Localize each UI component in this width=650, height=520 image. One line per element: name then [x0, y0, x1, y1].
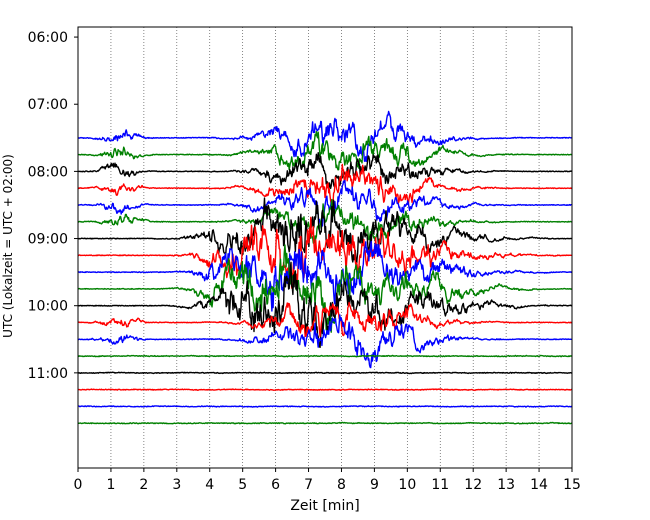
- x-tick-label: 3: [172, 477, 181, 493]
- y-axis-ticks: 06:00 07:00 08:00 09:00 10:00 11:00: [28, 30, 78, 382]
- y-tick-label: 10:00: [28, 299, 68, 315]
- x-tick-label: 0: [74, 477, 83, 493]
- y-tick-label: 07:00: [28, 97, 68, 113]
- plot-frame: [77, 26, 573, 469]
- trace-0930-line: [77, 240, 573, 312]
- x-tick-label: 2: [139, 477, 148, 493]
- y-tick-label: 08:00: [28, 164, 68, 180]
- x-tick-label: 7: [304, 477, 313, 493]
- trace-group: [77, 110, 573, 425]
- trace-1115-line: [77, 388, 573, 392]
- trace-0745-line: [77, 130, 573, 171]
- trace-0800-line: [77, 151, 573, 190]
- x-tick-label: 8: [337, 477, 346, 493]
- trace-0730-line: [77, 110, 573, 163]
- x-tick-label: 15: [563, 477, 581, 493]
- y-tick-label: 11:00: [28, 366, 68, 382]
- x-tick-label: 4: [205, 477, 214, 493]
- x-axis-ticks: 0 1 2 3 4 5 6 7 8 9 10 11 12 13 14 15: [74, 468, 581, 493]
- trace-1045-line: [77, 354, 573, 358]
- trace-0830-line: [77, 179, 573, 227]
- x-tick-label: 1: [106, 477, 115, 493]
- trace-1130-line: [77, 405, 573, 408]
- y-axis-label: UTC (Lokalzeit = UTC + 02:00): [1, 154, 15, 338]
- x-tick-label: 11: [431, 477, 449, 493]
- trace-0945-line: [77, 244, 573, 333]
- trace-1030-line: [77, 314, 573, 369]
- y-tick-label: 06:00: [28, 30, 68, 46]
- trace-1015-line: [77, 301, 573, 338]
- trace-1145-line: [77, 421, 573, 425]
- trace-0815-line: [77, 163, 573, 210]
- x-tick-label: 5: [238, 477, 247, 493]
- y-tick-label: 09:00: [28, 232, 68, 248]
- x-tick-label: 14: [530, 477, 548, 493]
- x-tick-label: 13: [497, 477, 515, 493]
- trace-0915-line: [77, 216, 573, 289]
- x-axis-label: Zeit [min]: [290, 498, 359, 514]
- x-tick-label: 12: [464, 477, 482, 493]
- x-tick-label: 10: [398, 477, 416, 493]
- trace-0900-line: [77, 197, 573, 268]
- x-tick-label: 9: [370, 477, 379, 493]
- trace-1100-line: [77, 371, 573, 375]
- x-tick-label: 6: [271, 477, 280, 493]
